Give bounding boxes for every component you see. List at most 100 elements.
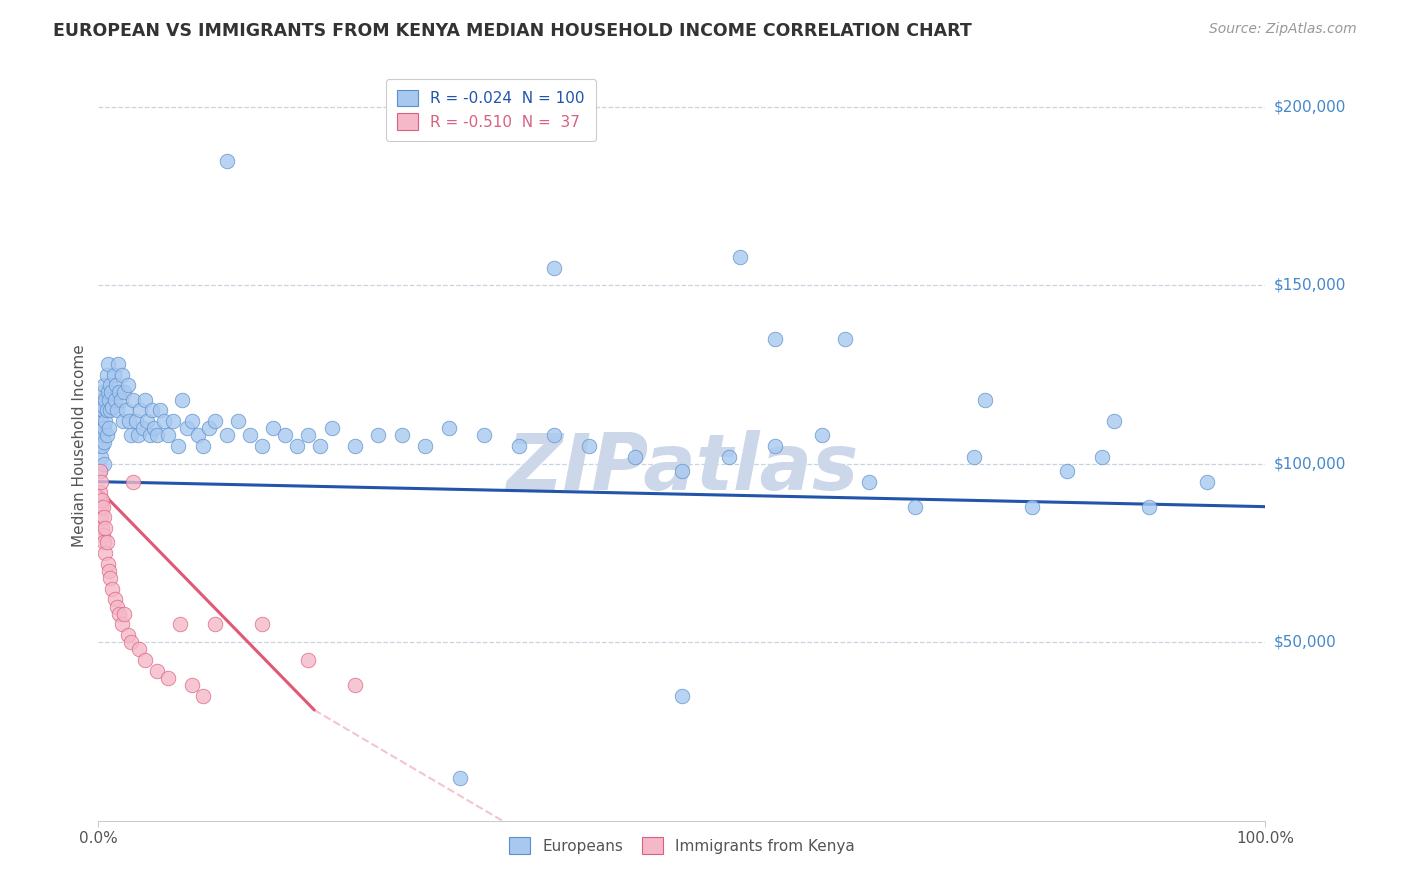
Text: $200,000: $200,000 [1274, 100, 1346, 114]
Point [93, 535, 115, 549]
Point [108, 385, 131, 400]
Point [96, 535, 118, 549]
Point [101, 582, 124, 596]
Point [90, 428, 112, 442]
Point [94, 546, 117, 560]
Point [176, 421, 198, 435]
Point [93, 400, 115, 414]
Point [204, 617, 226, 632]
Point [97, 357, 120, 371]
Point [250, 439, 273, 453]
Legend: Europeans, Immigrants from Kenya: Europeans, Immigrants from Kenya [501, 830, 863, 862]
Point [763, 332, 786, 346]
Point [90, 392, 112, 407]
Point [104, 592, 127, 607]
Point [578, 439, 600, 453]
Point [127, 428, 149, 442]
Point [285, 439, 308, 453]
Point [166, 439, 188, 453]
Point [157, 428, 180, 442]
Point [111, 368, 134, 382]
Point [193, 689, 215, 703]
Point [136, 414, 159, 428]
Point [962, 450, 984, 464]
Point [117, 628, 139, 642]
Point [90, 521, 112, 535]
Point [107, 357, 129, 371]
Point [262, 421, 284, 435]
Point [146, 428, 169, 442]
Point [93, 457, 115, 471]
Point [90, 500, 112, 514]
Point [187, 428, 209, 442]
Point [157, 671, 180, 685]
Point [90, 450, 112, 464]
Point [100, 385, 122, 400]
Point [134, 653, 156, 667]
Point [391, 428, 413, 442]
Point [162, 414, 184, 428]
Point [96, 428, 118, 442]
Point [89, 464, 111, 478]
Point [344, 678, 367, 692]
Point [193, 439, 215, 453]
Point [146, 664, 169, 678]
Point [1021, 500, 1043, 514]
Point [730, 250, 752, 264]
Point [543, 428, 565, 442]
Point [274, 428, 297, 442]
Point [103, 368, 125, 382]
Point [105, 403, 128, 417]
Point [129, 403, 152, 417]
Point [104, 392, 127, 407]
Point [152, 414, 174, 428]
Point [97, 385, 120, 400]
Point [1195, 475, 1218, 489]
Point [101, 400, 124, 414]
Point [115, 403, 138, 417]
Point [172, 392, 194, 407]
Point [96, 368, 118, 382]
Point [624, 450, 647, 464]
Point [472, 428, 495, 442]
Point [98, 403, 121, 417]
Point [904, 500, 927, 514]
Point [297, 653, 319, 667]
Point [671, 464, 693, 478]
Text: EUROPEAN VS IMMIGRANTS FROM KENYA MEDIAN HOUSEHOLD INCOME CORRELATION CHART: EUROPEAN VS IMMIGRANTS FROM KENYA MEDIAN… [53, 22, 972, 40]
Point [97, 564, 120, 578]
Text: $100,000: $100,000 [1274, 457, 1346, 471]
Y-axis label: Median Household Income: Median Household Income [72, 344, 87, 548]
Point [105, 599, 128, 614]
Point [97, 421, 120, 435]
Point [811, 428, 834, 442]
Point [89, 464, 111, 478]
Point [449, 771, 471, 785]
Point [321, 421, 343, 435]
Point [97, 392, 120, 407]
Point [120, 428, 142, 442]
Point [93, 435, 115, 450]
Point [834, 332, 856, 346]
Point [508, 439, 530, 453]
Point [239, 428, 262, 442]
Point [90, 403, 112, 417]
Point [91, 403, 114, 417]
Point [413, 439, 436, 453]
Point [125, 414, 148, 428]
Point [1056, 464, 1078, 478]
Text: ZIPatlas: ZIPatlas [506, 431, 858, 507]
Point [98, 571, 121, 585]
Point [94, 392, 117, 407]
Point [98, 378, 121, 392]
Point [198, 421, 221, 435]
Point [91, 500, 114, 514]
Point [104, 378, 127, 392]
Point [90, 414, 112, 428]
Point [122, 392, 145, 407]
Point [143, 421, 166, 435]
Point [91, 385, 114, 400]
Point [180, 678, 202, 692]
Point [111, 617, 134, 632]
Point [91, 428, 114, 442]
